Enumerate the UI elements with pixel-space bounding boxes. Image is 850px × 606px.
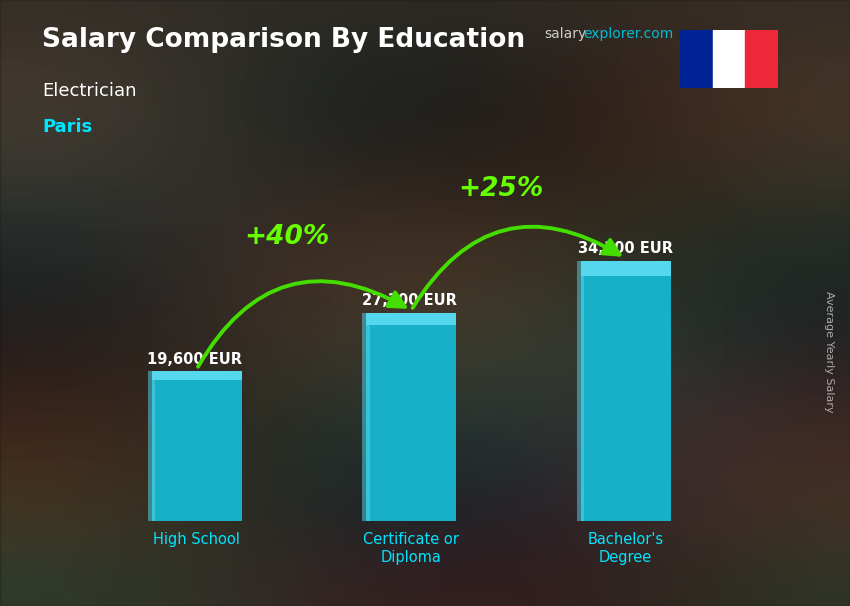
Text: 34,100 EUR: 34,100 EUR: [578, 241, 673, 256]
Text: 27,300 EUR: 27,300 EUR: [362, 293, 456, 308]
Text: Average Yearly Salary: Average Yearly Salary: [824, 291, 834, 412]
Bar: [712, 30, 745, 88]
Text: +40%: +40%: [244, 224, 330, 250]
Bar: [151, 371, 241, 521]
Text: Paris: Paris: [42, 118, 93, 136]
Bar: [581, 261, 671, 276]
Bar: [366, 313, 456, 521]
Text: Electrician: Electrician: [42, 82, 137, 100]
Bar: [151, 371, 241, 381]
Bar: [362, 313, 370, 521]
Text: Salary Comparison By Education: Salary Comparison By Education: [42, 27, 525, 53]
Bar: [148, 371, 156, 521]
Bar: [581, 261, 671, 521]
Bar: [745, 30, 778, 88]
Text: +25%: +25%: [459, 176, 544, 202]
Bar: [680, 30, 712, 88]
Text: salary: salary: [544, 27, 586, 41]
Text: explorer.com: explorer.com: [583, 27, 673, 41]
Bar: [366, 313, 456, 325]
Text: 19,600 EUR: 19,600 EUR: [147, 352, 242, 367]
Bar: [577, 261, 584, 521]
